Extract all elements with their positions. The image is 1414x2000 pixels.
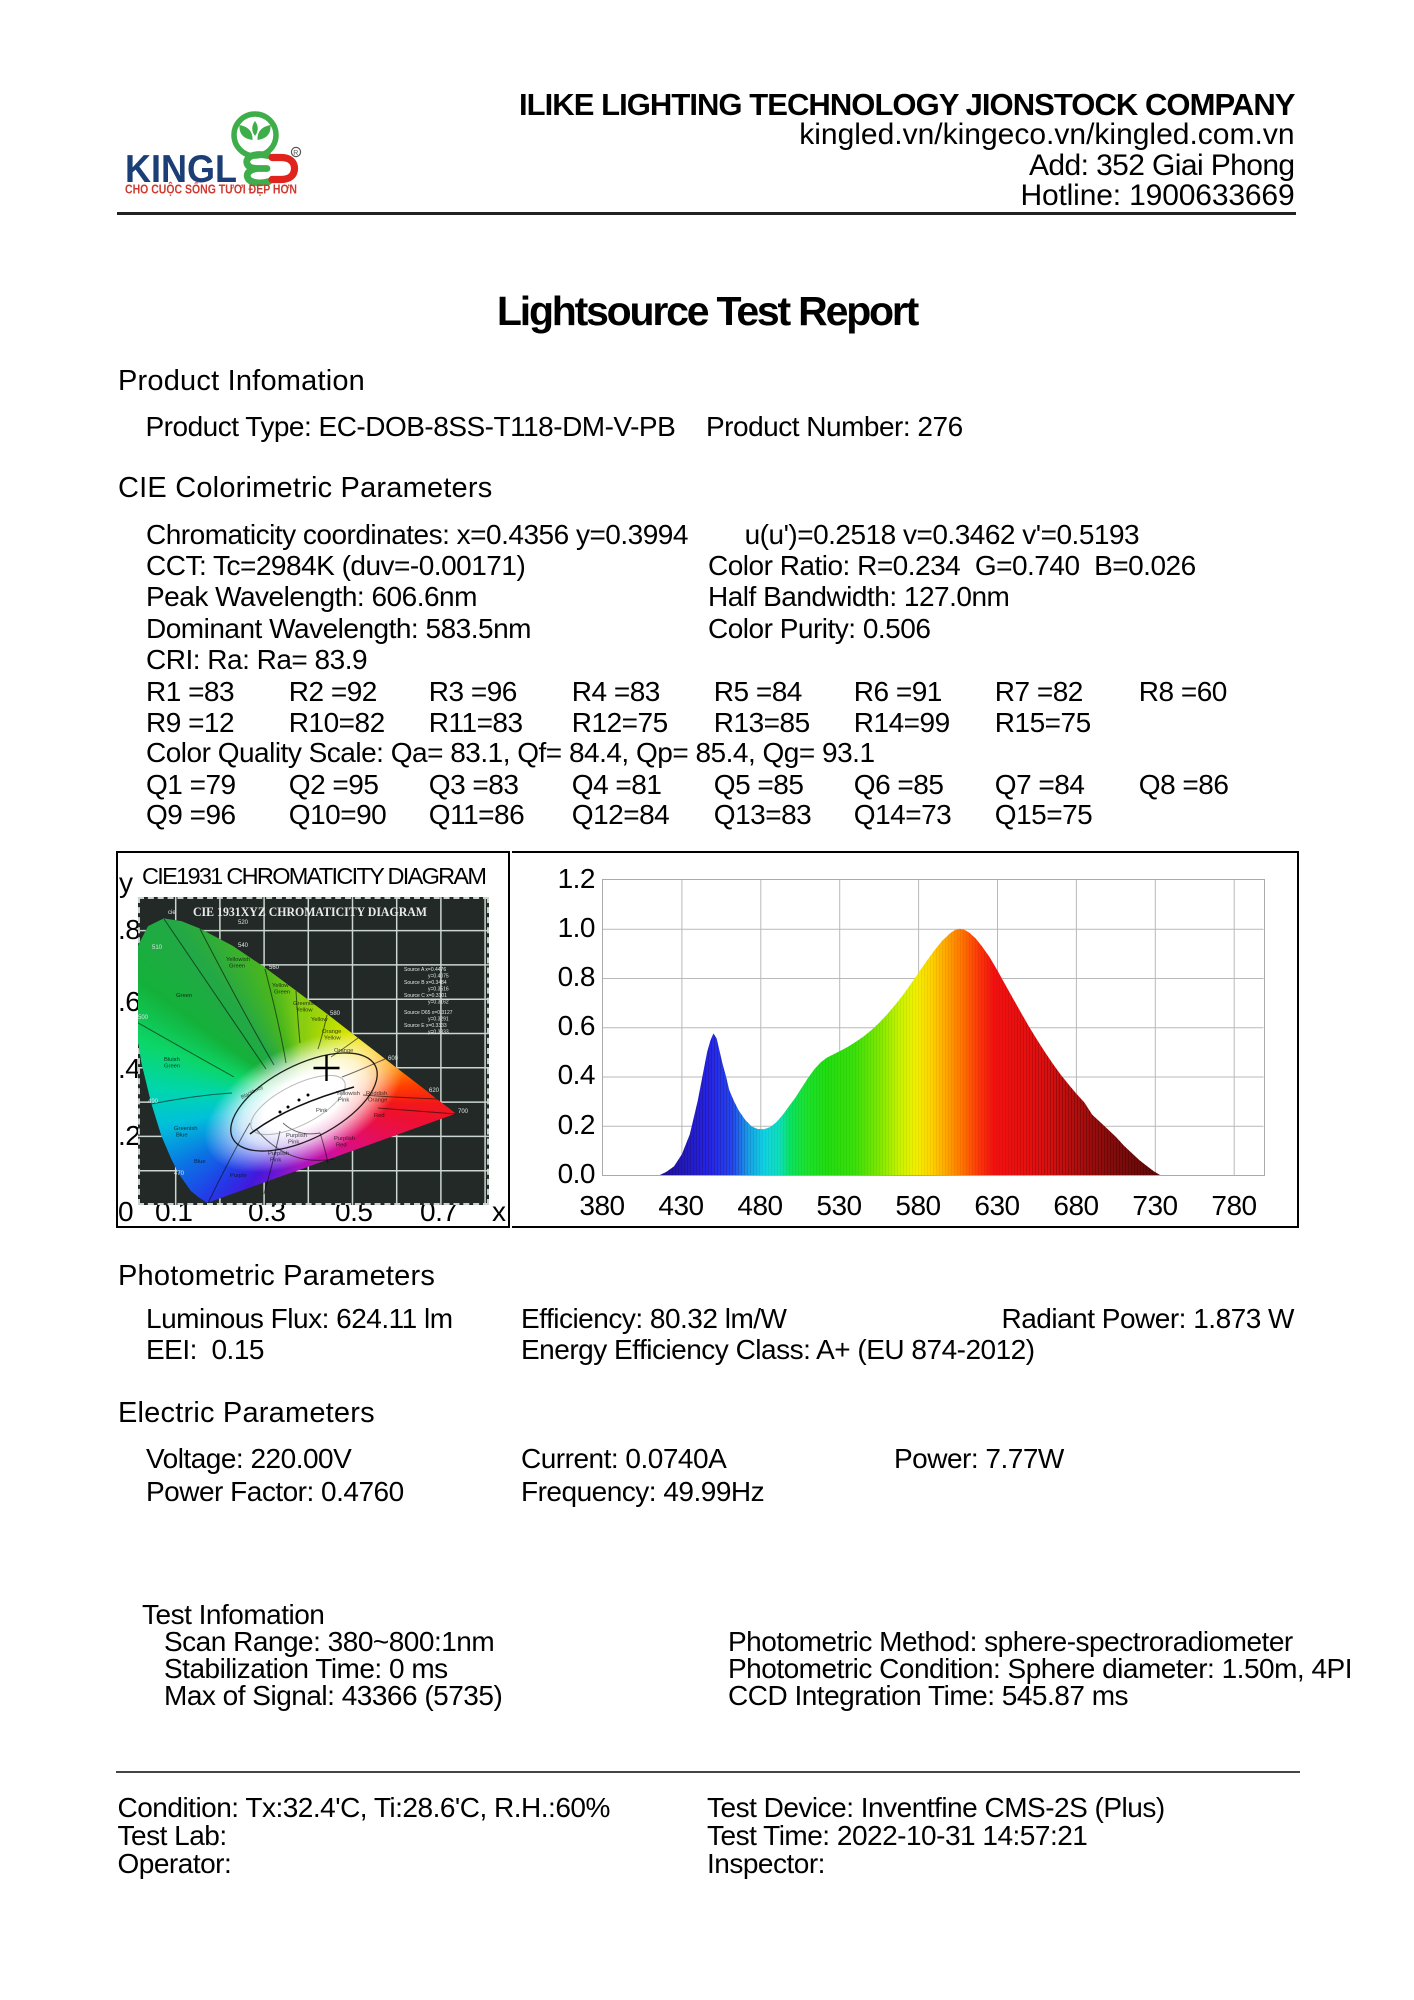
svg-text:Purple: Purple: [230, 1173, 247, 1179]
svg-text:Bluish: Bluish: [164, 1057, 180, 1063]
svg-text:Orange: Orange: [368, 1097, 387, 1103]
svg-text:Blue: Blue: [194, 1159, 206, 1165]
svg-text:CHO CUỘC SỐNG TƯƠI ĐẸP HƠN: CHO CUỘC SỐNG TƯƠI ĐẸP HƠN: [125, 182, 297, 197]
svg-text:490: 490: [148, 1099, 159, 1105]
svg-text:Pink: Pink: [338, 1097, 349, 1103]
svg-text:Yellow: Yellow: [324, 1035, 341, 1041]
svg-text:y=0.3333: y=0.3333: [428, 1029, 449, 1035]
svg-text:y=0.3291: y=0.3291: [428, 1016, 449, 1022]
svg-text:Pink: Pink: [316, 1108, 327, 1114]
svg-text:Pink: Pink: [270, 1157, 281, 1163]
svg-text:Source B x=0.3484: Source B x=0.3484: [404, 980, 447, 986]
svg-text:Blackbody: Blackbody: [240, 1084, 264, 1100]
svg-text:580: 580: [330, 1011, 341, 1017]
svg-text:Yellow: Yellow: [272, 983, 289, 989]
svg-text:Green: Green: [274, 989, 290, 995]
svg-text:Green: Green: [176, 993, 192, 999]
svg-text:Purplish: Purplish: [286, 1133, 307, 1139]
svg-text:y=0.3516: y=0.3516: [428, 986, 449, 992]
svg-text:600: 600: [388, 1056, 399, 1062]
svg-text:Yellowish: Yellowish: [226, 957, 250, 963]
svg-text:Yellowish: Yellowish: [336, 1091, 360, 1097]
svg-text:Reddish: Reddish: [366, 1091, 387, 1097]
svg-text:Yellow: Yellow: [311, 1017, 328, 1023]
svg-text:Green: Green: [164, 1063, 180, 1069]
svg-text:Red: Red: [374, 1113, 385, 1119]
svg-text:Yellow: Yellow: [296, 1007, 313, 1013]
svg-text:470: 470: [174, 1171, 185, 1177]
svg-text:Source D65 x=0.3127: Source D65 x=0.3127: [404, 1010, 453, 1016]
svg-text:510: 510: [152, 945, 163, 951]
svg-text:y=0.4075: y=0.4075: [428, 973, 449, 979]
svg-text:Purplish: Purplish: [334, 1136, 355, 1142]
svg-text:Source E x=0.3333: Source E x=0.3333: [404, 1023, 447, 1029]
svg-text:520: 520: [238, 920, 249, 926]
svg-text:Orange: Orange: [322, 1029, 341, 1035]
svg-text:700: 700: [458, 1109, 469, 1115]
svg-text:620: 620: [429, 1088, 440, 1094]
svg-text:540: 540: [238, 943, 249, 949]
svg-text:Green: Green: [229, 963, 245, 969]
svg-text:Blue: Blue: [176, 1132, 188, 1138]
svg-text:Greenish: Greenish: [174, 1126, 198, 1132]
svg-text:y=0.3162: y=0.3162: [428, 999, 449, 1005]
svg-text:Greenish: Greenish: [293, 1001, 317, 1007]
svg-text:Purplish: Purplish: [268, 1151, 289, 1157]
svg-text:Pink: Pink: [288, 1139, 299, 1145]
svg-text:500: 500: [138, 1015, 149, 1021]
svg-text:560: 560: [269, 965, 280, 971]
svg-text:KINGL: KINGL: [125, 148, 237, 191]
svg-text:cie: cie: [168, 910, 176, 916]
svg-text:CIE 1931XYZ CHROMATICITY DIAGR: CIE 1931XYZ CHROMATICITY DIAGRAM: [193, 905, 427, 919]
svg-text:Orange: Orange: [334, 1048, 353, 1054]
svg-text:Source A x=0.4476: Source A x=0.4476: [404, 967, 446, 973]
svg-text:Red: Red: [336, 1142, 347, 1148]
svg-text:R: R: [293, 150, 298, 157]
svg-text:Source C x=0.3101: Source C x=0.3101: [404, 993, 447, 999]
